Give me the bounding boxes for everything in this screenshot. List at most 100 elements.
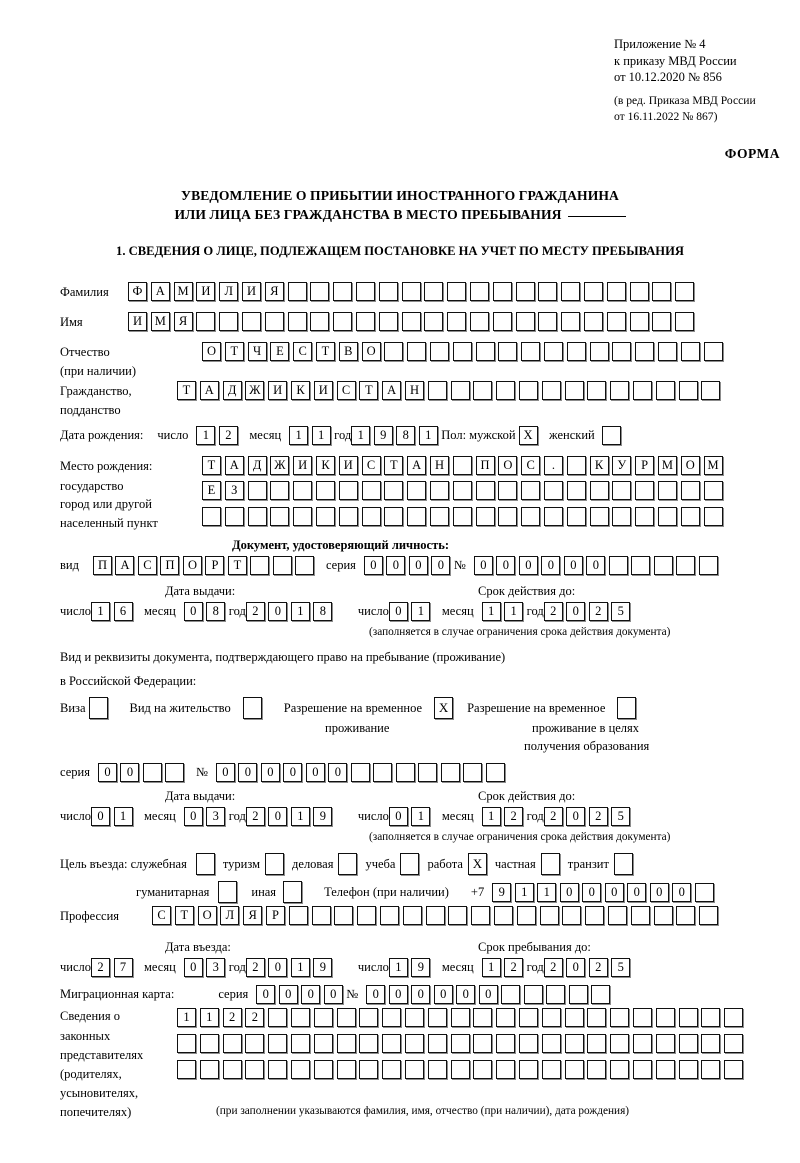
phone-cell-4[interactable]: 0	[559, 882, 579, 902]
surname-cell-4[interactable]: И	[196, 282, 216, 301]
reps-1-cell-13[interactable]	[450, 1008, 470, 1027]
reps-3-cell-15[interactable]	[496, 1060, 516, 1079]
surname-cell-22[interactable]	[606, 282, 626, 301]
citizenship-cell-1[interactable]: Т	[177, 381, 196, 400]
citizenship-cell-20[interactable]	[610, 381, 630, 400]
doc-valid-day-cell-2[interactable]: 1	[411, 602, 431, 621]
temp-residence-checkbox[interactable]: X	[434, 697, 454, 719]
migration-card-number-cell-10[interactable]	[568, 985, 588, 1004]
profession-cell-3[interactable]: О	[197, 906, 217, 925]
profession-cell-13[interactable]	[425, 906, 445, 925]
reps-1-cell-18[interactable]	[564, 1008, 584, 1027]
reps-2-cell-25[interactable]	[724, 1034, 744, 1053]
migration-card-number-cell-9[interactable]	[546, 985, 566, 1004]
doc-issue-year-cell-3[interactable]: 1	[290, 602, 310, 621]
doc-number-cell-10[interactable]	[676, 556, 696, 575]
patronymic-cell-5[interactable]: С	[293, 342, 313, 361]
stay-month-cell-1[interactable]: 1	[481, 958, 501, 977]
reps-2-cell-12[interactable]	[427, 1034, 447, 1053]
surname-cell-16[interactable]	[469, 282, 489, 301]
doc-series-cell-4[interactable]: 0	[431, 556, 451, 575]
reps-1-cell-12[interactable]	[427, 1008, 447, 1027]
profession-cell-8[interactable]	[311, 906, 331, 925]
permit-number-cell-1[interactable]: 0	[215, 763, 235, 782]
reps-3-cell-19[interactable]	[587, 1060, 607, 1079]
birth-place-1-cell-2[interactable]: А	[224, 456, 244, 475]
reps-3-cell-10[interactable]	[382, 1060, 402, 1079]
reps-1-cell-14[interactable]	[473, 1008, 493, 1027]
surname-cell-7[interactable]: Я	[264, 282, 284, 301]
firstname-cell-25[interactable]	[675, 312, 695, 331]
entry-year-cell-1[interactable]: 2	[245, 958, 265, 977]
migration-card-series-cell-4[interactable]: 0	[323, 985, 343, 1004]
reps-2-cell-24[interactable]	[701, 1034, 721, 1053]
birth-year-cell-2[interactable]: 9	[373, 426, 393, 445]
reps-3-cell-11[interactable]	[404, 1060, 424, 1079]
reps-2-cell-3[interactable]	[222, 1034, 242, 1053]
visa-checkbox[interactable]	[88, 697, 108, 719]
reps-1-cell-21[interactable]	[632, 1008, 652, 1027]
birth-place-3-cell-19[interactable]	[612, 507, 632, 526]
surname-cell-5[interactable]: Л	[219, 282, 239, 301]
birth-place-3-cell-9[interactable]	[384, 507, 404, 526]
doc-kind-cell-8[interactable]	[250, 556, 270, 575]
birth-place-1-cell-14[interactable]: О	[498, 456, 518, 475]
reps-2-cell-20[interactable]	[610, 1034, 630, 1053]
doc-valid-year-cell-4[interactable]: 5	[611, 602, 631, 621]
doc-number-cell-2[interactable]: 0	[496, 556, 516, 575]
birth-place-2-cell-21[interactable]	[657, 481, 677, 500]
stay-year-cell-4[interactable]: 5	[611, 958, 631, 977]
reps-2-cell-7[interactable]	[313, 1034, 333, 1053]
phone-cell-6[interactable]: 0	[604, 882, 624, 902]
migration-card-number-cell-3[interactable]: 0	[411, 985, 431, 1004]
reps-2-cell-16[interactable]	[518, 1034, 538, 1053]
reps-1-cell-6[interactable]	[290, 1008, 310, 1027]
reps-1-cell-16[interactable]	[518, 1008, 538, 1027]
permit-valid-month-cell-1[interactable]: 1	[481, 807, 501, 826]
surname-cell-6[interactable]: И	[241, 282, 261, 301]
firstname-cell-20[interactable]	[561, 312, 581, 331]
doc-valid-year-cell-1[interactable]: 2	[543, 602, 563, 621]
doc-valid-day-cell-1[interactable]: 0	[388, 602, 408, 621]
patronymic-cell-9[interactable]	[384, 342, 404, 361]
doc-kind-cell-10[interactable]	[295, 556, 315, 575]
birth-place-2-cell-20[interactable]	[635, 481, 655, 500]
sex-male-checkbox[interactable]: X	[518, 426, 538, 445]
entry-year-cell-2[interactable]: 0	[268, 958, 288, 977]
patronymic-cell-15[interactable]	[521, 342, 541, 361]
birth-place-2-cell-13[interactable]	[475, 481, 495, 500]
migration-card-number-cell-7[interactable]	[501, 985, 521, 1004]
purpose-business-checkbox[interactable]	[338, 853, 358, 875]
purpose-private-checkbox[interactable]	[540, 853, 560, 875]
permit-number-cell-10[interactable]	[418, 763, 438, 782]
doc-issue-month-cell-1[interactable]: 0	[183, 602, 203, 621]
birth-place-3-cell-12[interactable]	[452, 507, 472, 526]
migration-card-number-cell-11[interactable]	[591, 985, 611, 1004]
birth-place-2-cell-7[interactable]	[338, 481, 358, 500]
birth-place-1-cell-13[interactable]: П	[475, 456, 495, 475]
birth-place-1-cell-23[interactable]: М	[703, 456, 723, 475]
birth-place-1-cell-10[interactable]: А	[407, 456, 427, 475]
profession-cell-9[interactable]	[334, 906, 354, 925]
surname-cell-19[interactable]	[538, 282, 558, 301]
reps-3-cell-12[interactable]	[427, 1060, 447, 1079]
profession-cell-23[interactable]	[653, 906, 673, 925]
surname-cell-25[interactable]	[675, 282, 695, 301]
birth-place-2-cell-11[interactable]	[429, 481, 449, 500]
firstname-cell-6[interactable]	[241, 312, 261, 331]
birth-month-cell-1[interactable]: 1	[289, 426, 309, 445]
reps-2-cell-22[interactable]	[655, 1034, 675, 1053]
profession-cell-11[interactable]	[379, 906, 399, 925]
permit-valid-day-cell-2[interactable]: 1	[411, 807, 431, 826]
birth-place-3-cell-10[interactable]	[407, 507, 427, 526]
birth-place-3-cell-21[interactable]	[657, 507, 677, 526]
